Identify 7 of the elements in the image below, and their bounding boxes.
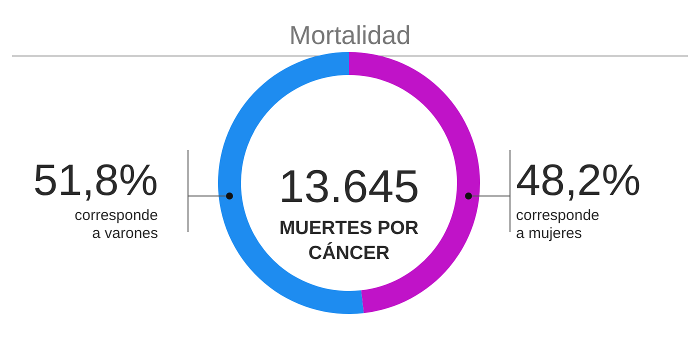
text: MUERTES POR CÁNCER [279, 218, 419, 264]
text: 13.645 [278, 160, 420, 212]
chart-title: Mortalidad [289, 20, 411, 50]
data-label: 48,2% [516, 156, 641, 205]
data-label: 51,8% [33, 156, 158, 205]
slice-label: corresponde a varones [74, 207, 158, 242]
slice-label: corresponde a mujeres [516, 207, 600, 242]
